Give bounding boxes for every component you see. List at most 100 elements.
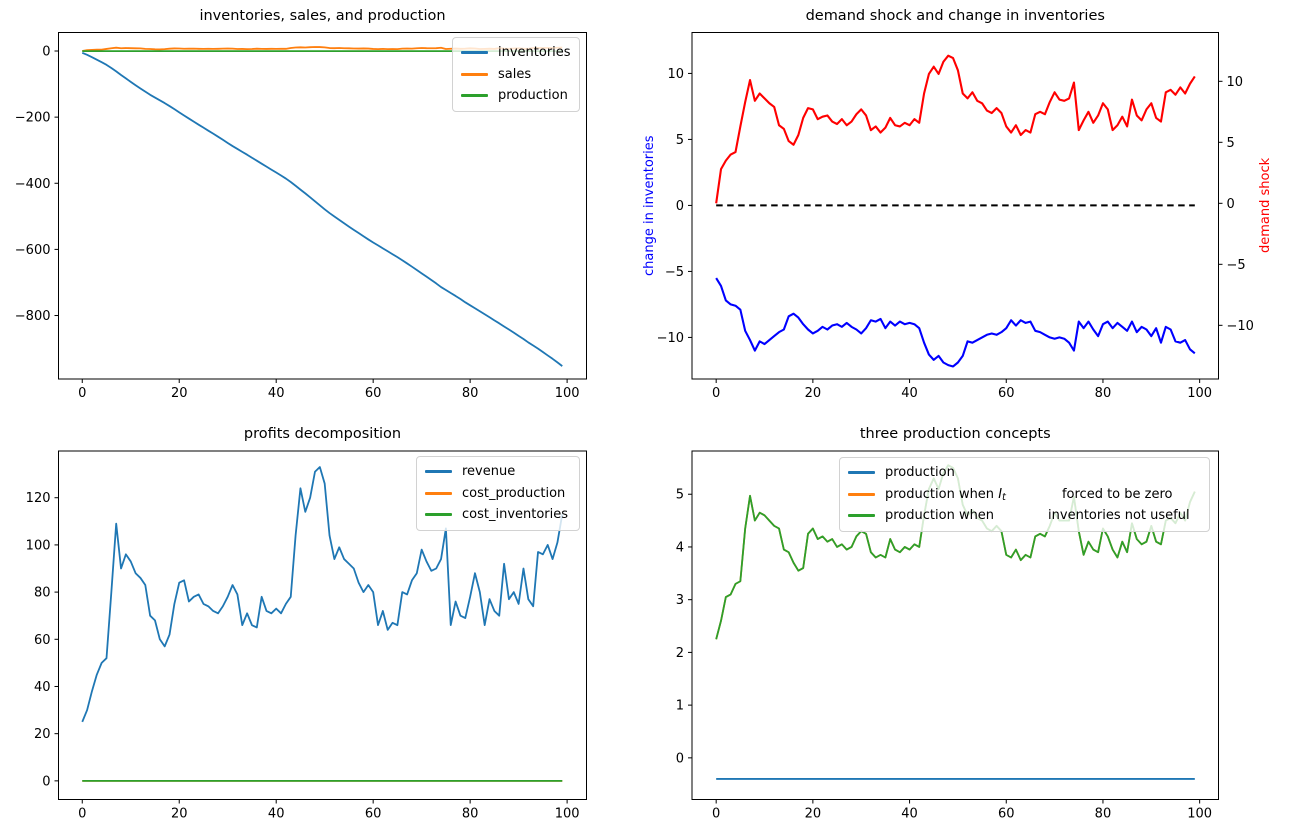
y-tick-label: 0 [42,45,50,60]
y-tick-label: 80 [34,586,51,601]
x-tick-label: 0 [78,386,86,401]
legend-label: t [1002,491,1006,503]
x-tick-label: 20 [805,386,822,401]
legend-spacer [1006,494,1062,495]
legend-item: inventories [461,42,571,64]
legend-label: forced to be zero [1061,486,1173,502]
y-axis-label-change-in-inventories: change in inventories [642,135,657,276]
x-tick-label: 20 [805,807,822,822]
legend-item: sales [461,64,571,86]
y-tick-label: 10 [667,67,684,82]
legend-item: revenue [425,461,571,483]
legend-line-sample [425,513,452,517]
y-tick-label: 20 [34,727,51,742]
x-tick-label: 40 [268,807,285,822]
subplot-title-inventories-sales-production: inventories, sales, and production [199,8,446,24]
x-tick-label: 100 [555,386,580,401]
subplot-title-three-production-concepts: three production concepts [859,426,1051,442]
legend-item: production when inventories not useful [848,505,1201,527]
axes-frame [691,32,1219,380]
x-tick-label: 80 [462,807,479,822]
x-tick-label: 100 [1187,807,1212,822]
series-lines [81,466,564,782]
x-tick-label: 60 [998,807,1015,822]
y-tick-right-label: 0 [1227,197,1235,212]
x-tick-label: 0 [712,386,720,401]
legend-label: production [885,465,955,481]
y-tick-label: 1 [676,699,684,714]
legend-label: cost_inventories [462,507,569,523]
x-tick-label: 40 [901,386,918,401]
y-tick-label: 4 [676,540,684,555]
y-tick-label: −600 [15,243,51,258]
subplot-title-demand-shock: demand shock and change in inventories [805,8,1105,24]
line-inventories [81,51,563,367]
y-tick-label: 60 [34,633,51,648]
axes-frame [691,450,1219,800]
y-tick-label: 40 [34,680,51,695]
y-tick-label: 2 [676,646,684,661]
x-tick-label: 20 [171,807,188,822]
legend-label: production [498,88,568,104]
x-tick-label: 60 [998,386,1015,401]
legend-label: inventories not useful [1048,508,1190,524]
x-tick-label: 0 [712,807,720,822]
y-tick-label: 5 [676,133,684,148]
axes-frame [58,450,587,800]
legend-label: inventories [498,45,571,61]
x-tick-label: 40 [901,807,918,822]
y-tick-label: 0 [676,199,684,214]
legend-item: cost_production [425,483,571,505]
line-demand-shock [715,54,1196,204]
x-tick-label: 20 [171,386,188,401]
y-tick-label: −800 [15,309,51,324]
legend-label: revenue [462,464,516,480]
y-tick-label: 0 [42,774,50,789]
legend-label: cost_production [462,485,566,501]
legend-item: production [461,85,571,107]
x-tick-label: 80 [1095,807,1112,822]
x-tick-label: 80 [462,386,479,401]
y-tick-label: −10 [657,331,684,346]
legend-line-sample [461,94,488,98]
y-tick-label: 5 [676,488,684,503]
x-tick-label: 40 [268,386,285,401]
legend-line-sample [848,492,875,496]
legend-label: production when [885,486,999,502]
legend-item: cost_inventories [425,504,571,526]
line-revenue [81,466,564,723]
subplot-1: 0 20 40 60 80 100 −10 −5 0 5 10 −10 −5 0 5 10 [657,32,1254,401]
y-tick-right-label: −10 [1227,319,1254,334]
x-tick-label: 100 [1187,386,1212,401]
y-tick-label: −200 [15,111,51,126]
legend-label: production when [885,508,995,524]
legend-line-sample [461,72,488,76]
legend-line-sample [425,470,452,474]
subplot-2: 0 20 40 60 80 100 0 20 40 60 80 100 120 [26,450,587,822]
x-tick-label: 0 [78,807,86,822]
series-lines [715,54,1196,368]
legend-line-sample [848,514,875,518]
y-axis-label-demand-shock: demand shock [1258,157,1273,254]
legend-spacer [994,515,1048,516]
legend-line-sample [848,471,875,475]
y-tick-label: 120 [26,491,51,506]
x-tick-label: 60 [365,807,382,822]
y-tick-label: 0 [676,751,684,766]
legend: inventories sales production [452,37,580,112]
axes-frame [58,32,587,380]
subplot-0: 0 20 40 60 80 100 0 −200 −400 −600 −800 [15,32,587,401]
legend-label: I [998,486,1003,502]
y-tick-right-label: −5 [1227,258,1246,273]
y-tick-label: 3 [676,593,684,608]
legend-line-sample [425,491,452,495]
line-change-in-inventories [715,277,1196,368]
y-tick-label: −5 [665,265,684,280]
legend: revenue cost_production cost_inventories [416,456,580,531]
legend-label: sales [498,66,532,82]
x-tick-label: 100 [555,807,580,822]
y-tick-label: −400 [15,177,51,192]
y-tick-right-label: 10 [1227,75,1244,90]
